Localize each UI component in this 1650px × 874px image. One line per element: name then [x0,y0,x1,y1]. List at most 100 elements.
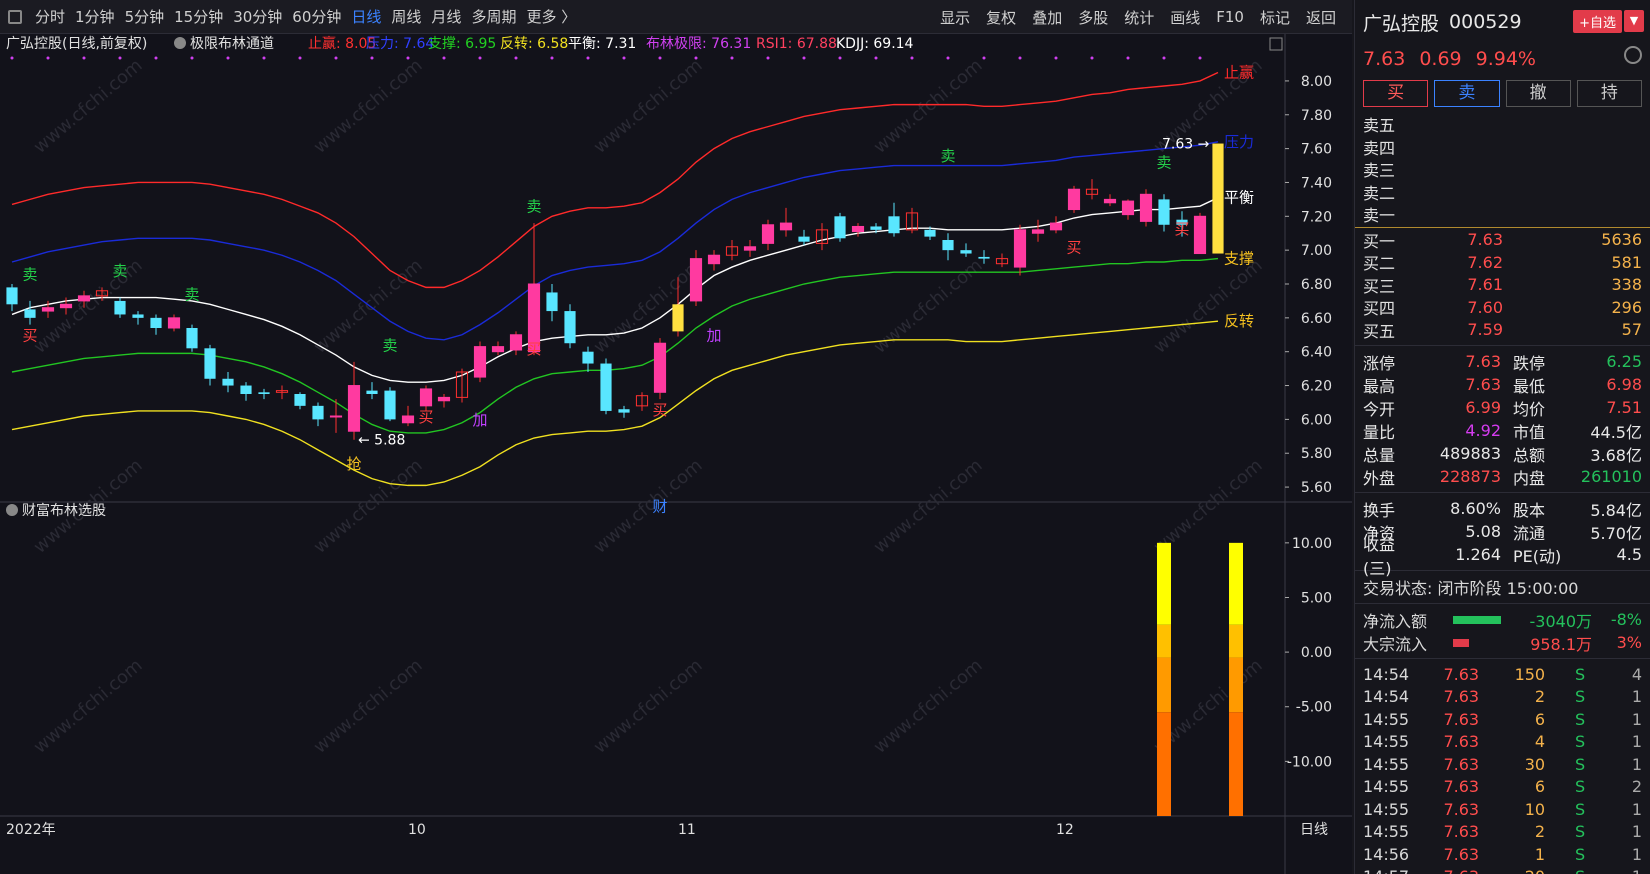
sell-button[interactable]: 卖 [1434,80,1500,107]
tick-list[interactable]: 14:54 7.63 150 S 4 14:54 7.63 2 S 1 14:55 7.63 6 S 1 14… [1355,663,1650,874]
maximize-icon[interactable] [1269,37,1283,51]
candle-body[interactable] [978,256,990,259]
candle-body[interactable] [1049,222,1063,231]
candle-body[interactable] [455,371,469,398]
candle-body[interactable] [870,226,882,230]
candle-body[interactable] [24,309,36,318]
candle-body[interactable] [761,224,775,244]
ask-row[interactable]: 卖四 [1355,136,1650,159]
candle-body[interactable] [240,385,252,394]
cancel-order-button[interactable]: 撤 [1505,80,1571,107]
candle-body[interactable] [275,390,289,393]
candle-body[interactable] [1121,200,1135,216]
candle-body[interactable] [294,394,306,406]
candle-body[interactable] [635,395,649,407]
candle-body[interactable] [995,258,1009,265]
candle-body[interactable] [1158,199,1170,225]
candle-body[interactable] [546,292,558,312]
candle-body[interactable] [204,348,216,379]
candle-body[interactable] [672,304,684,332]
watchlist-dropdown-icon[interactable]: ▼ [1624,10,1644,32]
period-tab[interactable]: 更多 〉 [526,8,577,26]
bid-row[interactable]: 买二 7.62 581 [1355,251,1650,274]
candle-body[interactable] [167,317,181,329]
tool-button[interactable]: 复权 [986,8,1017,27]
candle-body[interactable] [1212,143,1224,254]
period-tab[interactable]: 多周期 [471,8,517,26]
candle-body[interactable] [77,295,91,302]
candle-body[interactable] [401,415,415,424]
candle-body[interactable] [366,390,378,394]
tool-button[interactable]: 画线 [1170,8,1201,27]
candle-body[interactable] [1067,188,1081,211]
bid-row[interactable]: 买四 7.60 296 [1355,296,1650,319]
add-watchlist-button[interactable]: +自选 [1573,10,1622,33]
candle-body[interactable] [437,396,451,402]
period-tab[interactable]: 分时 [35,8,66,26]
candle-body[interactable] [509,334,523,351]
ask-row[interactable]: 卖三 [1355,158,1650,181]
candle-body[interactable] [743,246,757,251]
candle-body[interactable] [329,415,343,418]
candle-body[interactable] [491,346,505,353]
candle-body[interactable] [725,246,739,256]
panel-toggle-icon[interactable] [8,9,22,24]
candle-body[interactable] [1103,198,1117,204]
candle-body[interactable] [222,378,234,386]
candle-body[interactable] [960,250,972,254]
tool-button[interactable]: F10 [1216,8,1244,26]
kline-chart[interactable]: www.cfchi.com www.cfchi.com www.cfchi.com w… [0,34,1352,874]
candle-body[interactable] [419,388,433,407]
tool-button[interactable]: 标记 [1259,8,1290,27]
candle-body[interactable] [1085,188,1099,195]
candle-body[interactable] [905,212,919,231]
candle-body[interactable] [312,405,324,420]
candle-body[interactable] [384,390,396,420]
candle-body[interactable] [527,283,541,353]
bid-row[interactable]: 买五 7.59 57 [1355,319,1650,342]
candle-body[interactable] [942,240,954,251]
candle-body[interactable] [186,328,198,349]
subpanel-toggle-icon[interactable] [6,504,18,516]
tool-button[interactable]: 统计 [1124,8,1155,27]
period-tab[interactable]: 60分钟 [292,8,342,26]
candle-body[interactable] [924,229,936,237]
tool-button[interactable]: 多股 [1078,8,1109,27]
indicator-toggle-icon[interactable] [174,37,186,49]
candle-body[interactable] [6,287,18,305]
candle-body[interactable] [653,342,667,393]
period-tab[interactable]: 月线 [431,8,462,26]
candle-body[interactable] [564,311,576,344]
candle-body[interactable] [347,385,361,432]
period-tab[interactable]: 15分钟 [174,8,224,26]
period-tab[interactable]: 30分钟 [233,8,283,26]
ask-row[interactable]: 卖二 [1355,181,1650,204]
period-tab[interactable]: 周线 [391,8,422,26]
candle-body[interactable] [41,307,55,312]
candle-body[interactable] [258,392,270,394]
period-tab[interactable]: 5分钟 [124,8,165,26]
period-tab[interactable]: 日线 [351,8,382,26]
candle-body[interactable] [888,216,900,234]
candle-body[interactable] [1193,215,1207,255]
tool-button[interactable]: 叠加 [1032,8,1063,27]
candle-body[interactable] [798,236,810,242]
ask-row[interactable]: 卖五 [1355,113,1650,136]
candle-body[interactable] [132,314,144,318]
ask-row[interactable]: 卖一 [1355,203,1650,226]
candle-body[interactable] [779,222,793,231]
buy-button[interactable]: 买 [1363,80,1429,107]
candle-body[interactable] [59,303,73,309]
candle-body[interactable] [815,229,829,244]
bid-row[interactable]: 买三 7.61 338 [1355,274,1650,297]
candle-body[interactable] [618,409,630,413]
holdings-button[interactable]: 持 [1576,80,1642,107]
candle-body[interactable] [114,300,126,315]
candle-body[interactable] [1013,229,1027,268]
tool-button[interactable]: 显示 [940,8,971,27]
pin-icon[interactable] [1624,46,1642,64]
candle-body[interactable] [582,351,594,364]
period-tab[interactable]: 1分钟 [75,8,115,26]
candle-body[interactable] [689,258,703,302]
bid-row[interactable]: 买一 7.63 5636 [1355,229,1650,252]
